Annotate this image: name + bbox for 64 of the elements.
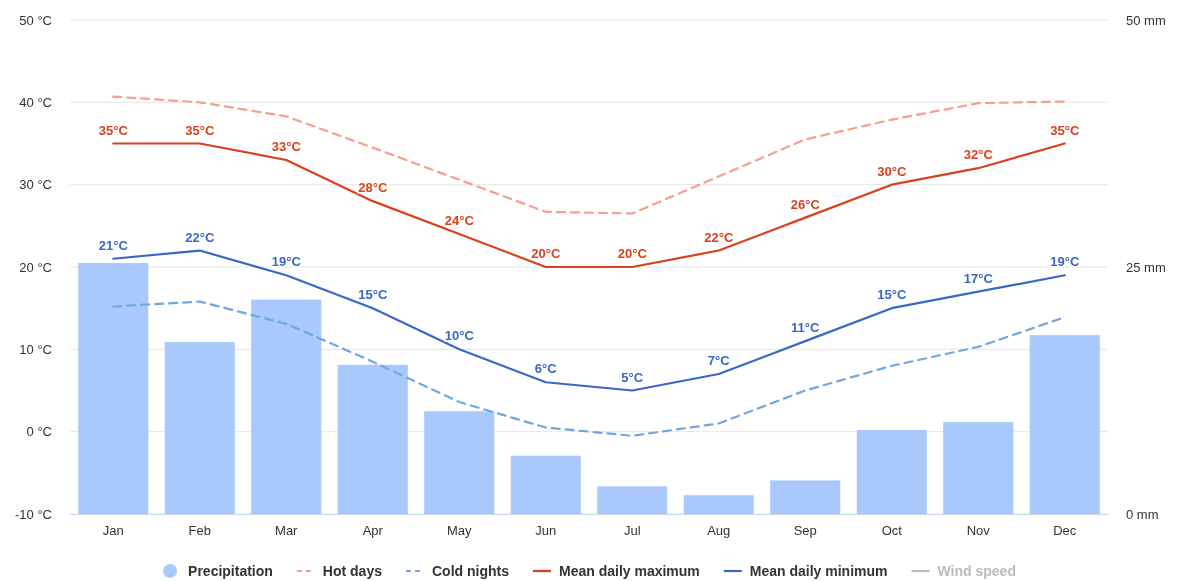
bar	[337, 364, 408, 514]
data-label: 19°C	[1050, 254, 1080, 270]
bar	[770, 480, 841, 514]
data-label: 32°C	[963, 147, 994, 163]
data-label: 26°C	[790, 196, 821, 212]
x-tick-label: Jan	[102, 523, 124, 539]
legend-label: Mean daily minimum	[749, 563, 888, 579]
x-tick-label: Mar	[275, 523, 299, 539]
data-label: 6°C	[534, 361, 558, 377]
x-tick-label: Jul	[623, 523, 641, 539]
bar	[424, 411, 495, 514]
bar	[164, 342, 235, 514]
data-label: 22°C	[704, 229, 734, 245]
y2-tick-label: 50 mm	[1126, 12, 1166, 28]
data-label: 35°C	[1050, 122, 1080, 138]
data-label: 22°C	[185, 229, 215, 245]
data-label: 28°C	[358, 180, 388, 196]
x-tick-label: Jun	[535, 523, 557, 539]
x-tick-label: Oct	[881, 523, 903, 539]
y-tick-label: 20 °C	[19, 259, 52, 275]
bar	[78, 263, 149, 514]
bar	[597, 486, 668, 514]
data-label: 15°C	[877, 287, 907, 303]
legend-label: Wind speed	[937, 563, 1016, 579]
bar	[1029, 335, 1100, 514]
data-label: 11°C	[791, 320, 821, 336]
y-tick-label: -10 °C	[15, 506, 52, 522]
data-label: 35°C	[185, 122, 215, 138]
x-tick-label: Aug	[707, 523, 731, 539]
legend-label: Cold nights	[431, 563, 510, 579]
data-label: 30°C	[877, 163, 907, 179]
data-label: 5°C	[621, 369, 644, 385]
y-tick-label: 30 °C	[19, 177, 52, 193]
x-tick-label: Apr	[362, 523, 384, 539]
data-label: 35°C	[98, 122, 129, 138]
data-label: 10°C	[444, 328, 475, 344]
legend-label: Precipitation	[188, 563, 273, 579]
x-tick-label: Dec	[1053, 523, 1077, 539]
data-label: 20°C	[531, 246, 561, 261]
data-label: 24°C	[444, 213, 475, 229]
data-label: 7°C	[707, 353, 731, 369]
y-tick-label: 40 °C	[19, 94, 52, 110]
y-tick-label: 0 °C	[26, 424, 52, 440]
y-tick-label: 10 °C	[19, 341, 52, 357]
bar	[683, 495, 754, 514]
y2-tick-label: 0 mm	[1126, 506, 1159, 522]
bar	[510, 455, 581, 514]
legend-label: Mean daily maximum	[558, 563, 700, 579]
x-tick-label: Sep	[793, 523, 817, 539]
x-tick-label: May	[446, 523, 473, 539]
y-tick-label: 50 °C	[19, 12, 52, 28]
legend-label: Hot days	[322, 563, 383, 579]
x-tick-label: Nov	[966, 523, 991, 539]
data-label: 19°C	[271, 254, 302, 270]
data-label: 33°C	[271, 138, 302, 154]
bar	[856, 430, 927, 514]
data-label: 20°C	[617, 246, 648, 261]
bar	[943, 422, 1014, 514]
data-label: 15°C	[358, 287, 388, 303]
data-label: 17°C	[963, 270, 994, 286]
x-tick-label: Feb	[188, 523, 211, 539]
y2-tick-label: 25 mm	[1126, 259, 1166, 275]
data-label: 21°C	[98, 237, 129, 253]
bar	[251, 299, 322, 514]
